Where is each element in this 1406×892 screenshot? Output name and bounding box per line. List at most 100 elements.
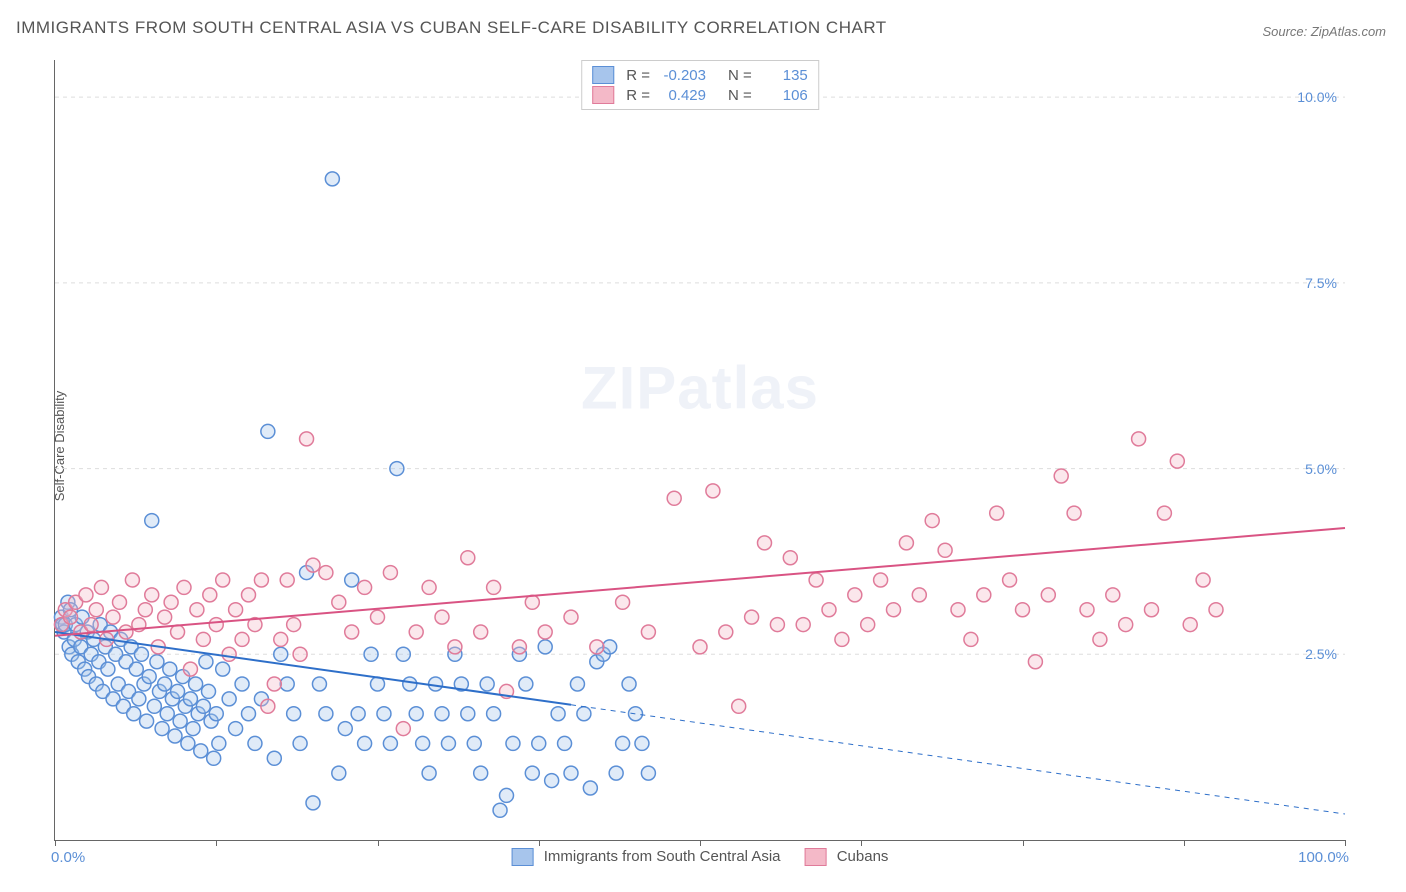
data-point	[306, 796, 320, 810]
data-point	[293, 736, 307, 750]
data-point	[150, 655, 164, 669]
data-point	[693, 640, 707, 654]
data-point	[383, 736, 397, 750]
swatch-series-a	[592, 66, 614, 84]
data-point	[1170, 454, 1184, 468]
data-point	[538, 640, 552, 654]
data-point	[861, 618, 875, 632]
legend-label-b: Cubans	[837, 848, 889, 865]
legend-item-a: Immigrants from South Central Asia	[512, 848, 781, 866]
data-point	[938, 543, 952, 557]
data-point	[274, 647, 288, 661]
data-point	[163, 662, 177, 676]
data-point	[287, 618, 301, 632]
data-point	[1067, 506, 1081, 520]
data-point	[183, 662, 197, 676]
data-point	[101, 662, 115, 676]
data-point	[222, 647, 236, 661]
data-point	[129, 662, 143, 676]
data-point	[1041, 588, 1055, 602]
data-point	[912, 588, 926, 602]
data-point	[1093, 632, 1107, 646]
data-point	[835, 632, 849, 646]
data-point	[770, 618, 784, 632]
data-point	[351, 707, 365, 721]
data-point	[312, 677, 326, 691]
legend-label-a: Immigrants from South Central Asia	[544, 848, 781, 865]
correlation-legend: R = -0.203 N = 135 R = 0.429 N = 106	[581, 60, 819, 110]
data-point	[222, 692, 236, 706]
data-point	[435, 707, 449, 721]
data-point	[89, 603, 103, 617]
data-point	[183, 692, 197, 706]
data-point	[1080, 603, 1094, 617]
data-point	[207, 751, 221, 765]
data-point	[629, 707, 643, 721]
data-point	[306, 558, 320, 572]
x-tick	[1184, 840, 1185, 846]
legend-row-series-b: R = 0.429 N = 106	[592, 85, 808, 105]
data-point	[267, 677, 281, 691]
data-point	[487, 580, 501, 594]
data-point	[641, 625, 655, 639]
data-point	[603, 640, 617, 654]
data-point	[319, 566, 333, 580]
trend-line-solid	[55, 528, 1345, 636]
data-point	[63, 610, 77, 624]
r-label: R =	[626, 87, 650, 104]
data-point	[119, 625, 133, 639]
y-tick-label: 7.5%	[1305, 275, 1337, 291]
data-point	[242, 588, 256, 602]
x-tick	[700, 840, 701, 846]
x-tick	[1023, 840, 1024, 846]
data-point	[138, 603, 152, 617]
data-point	[551, 707, 565, 721]
y-tick-label: 2.5%	[1305, 646, 1337, 662]
data-point	[319, 707, 333, 721]
x-tick	[55, 840, 56, 846]
x-tick	[216, 840, 217, 846]
data-point	[203, 588, 217, 602]
data-point	[186, 722, 200, 736]
data-point	[332, 766, 346, 780]
data-point	[254, 573, 268, 587]
data-point	[261, 424, 275, 438]
data-point	[209, 707, 223, 721]
data-point	[635, 736, 649, 750]
data-point	[719, 625, 733, 639]
data-point	[189, 677, 203, 691]
data-point	[164, 595, 178, 609]
data-point	[422, 580, 436, 594]
swatch-a-icon	[512, 848, 534, 866]
data-point	[212, 736, 226, 750]
data-point	[1132, 432, 1146, 446]
data-point	[1028, 655, 1042, 669]
data-point	[925, 514, 939, 528]
data-point	[493, 803, 507, 817]
data-point	[377, 707, 391, 721]
source-attribution: Source: ZipAtlas.com	[1262, 24, 1386, 39]
data-point	[125, 573, 139, 587]
data-point	[467, 736, 481, 750]
data-point	[300, 432, 314, 446]
x-tick	[378, 840, 379, 846]
swatch-b-icon	[805, 848, 827, 866]
data-point	[641, 766, 655, 780]
data-point	[261, 699, 275, 713]
data-point	[274, 632, 288, 646]
data-point	[532, 736, 546, 750]
data-point	[235, 677, 249, 691]
data-point	[158, 610, 172, 624]
data-point	[519, 677, 533, 691]
data-point	[94, 580, 108, 594]
data-point	[1119, 618, 1133, 632]
data-point	[990, 506, 1004, 520]
data-point	[383, 566, 397, 580]
data-point	[194, 744, 208, 758]
x-tick	[861, 840, 862, 846]
data-point	[1209, 603, 1223, 617]
data-point	[358, 580, 372, 594]
data-point	[171, 625, 185, 639]
data-point	[1145, 603, 1159, 617]
data-point	[199, 655, 213, 669]
